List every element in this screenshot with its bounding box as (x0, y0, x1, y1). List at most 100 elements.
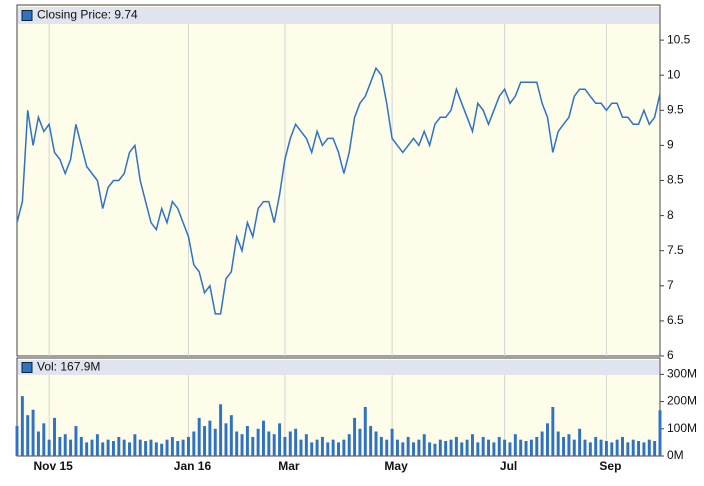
volume-bar (449, 439, 453, 456)
volume-bar (272, 434, 276, 456)
x-tick-label: Mar (278, 459, 300, 473)
volume-bar (610, 442, 614, 456)
volume-bar (326, 442, 330, 456)
y-tick-label: 6.5 (667, 313, 684, 327)
volume-bar (385, 439, 389, 456)
volume-bar (42, 423, 46, 456)
y-tick-label: 10.5 (667, 32, 691, 46)
volume-bar (315, 439, 319, 456)
y-tick-label: 300M (667, 367, 697, 381)
volume-bar (363, 407, 367, 456)
y-tick-label: 7.5 (667, 243, 684, 257)
volume-bar (294, 428, 298, 456)
x-tick-label: May (384, 459, 408, 473)
volume-legend-band (18, 360, 659, 375)
volume-bar (79, 436, 83, 456)
volume-bar (481, 436, 485, 456)
volume-bar (433, 443, 437, 456)
price-legend-band (18, 7, 659, 24)
volume-bar (546, 423, 549, 456)
volume-bar (653, 441, 657, 456)
volume-bar (583, 439, 587, 456)
volume-bar (487, 439, 491, 456)
volume-bar (401, 442, 405, 456)
y-tick-label: 200M (667, 394, 697, 408)
volume-bar (203, 426, 207, 456)
x-tick-label: Sep (599, 459, 621, 473)
volume-bar (390, 428, 394, 456)
volume-bar (562, 436, 566, 456)
legend-label: Vol: 167.9M (37, 360, 100, 374)
volume-bar (465, 439, 469, 456)
volume-bar (642, 442, 646, 456)
volume-bar (556, 431, 560, 456)
volume-bar (578, 428, 582, 456)
volume-bar (160, 443, 164, 456)
volume-bar (122, 439, 126, 456)
volume-bar (235, 431, 239, 456)
volume-bar (406, 436, 410, 456)
volume-bar (417, 439, 421, 456)
volume-bar (251, 436, 255, 456)
volume-bar (74, 426, 78, 456)
volume-bar (337, 442, 340, 456)
y-tick-label: 8.5 (667, 173, 684, 187)
volume-bar (111, 441, 115, 456)
volume-bar (106, 439, 110, 456)
legend-label: Closing Price: 9.74 (37, 8, 138, 22)
volume-bar (240, 434, 244, 456)
volume-bar (128, 442, 131, 456)
volume-bar (154, 442, 158, 456)
volume-bar (470, 434, 474, 456)
volume-bar (144, 441, 148, 456)
volume-bar (95, 434, 99, 456)
volume-bar (438, 439, 442, 456)
volume-bar (192, 431, 196, 456)
y-tick-label: 9.5 (667, 102, 684, 116)
volume-bar (256, 428, 260, 456)
volume-bar (358, 428, 362, 456)
volume-bar (63, 434, 67, 456)
volume-bar (524, 441, 528, 456)
legend-swatch (21, 362, 33, 373)
volume-bar (197, 417, 201, 456)
volume-bar (454, 436, 458, 456)
volume-bar (299, 439, 303, 456)
volume-bar (529, 439, 533, 456)
volume-bar (492, 442, 496, 456)
y-tick-label: 7 (667, 278, 674, 292)
volume-bar (58, 436, 62, 456)
volume-bar (47, 439, 51, 456)
volume-bar (588, 442, 592, 456)
volume-bar (631, 439, 635, 456)
volume-bar (176, 441, 180, 456)
volume-bar (535, 436, 539, 456)
volume-bar (138, 439, 142, 456)
volume-bar (229, 415, 233, 456)
volume-bar (647, 439, 651, 456)
volume-bar (224, 423, 228, 456)
x-tick-label: Jan 16 (174, 459, 212, 473)
price-panel (16, 4, 661, 357)
volume-bar (101, 442, 105, 456)
volume-bar (26, 415, 30, 456)
volume-bar (621, 436, 624, 456)
volume-bar (513, 434, 517, 456)
volume-bar (331, 439, 335, 456)
volume-bar (476, 442, 480, 456)
volume-bar (626, 442, 630, 456)
volume-bar (412, 442, 415, 456)
volume-bar (117, 436, 121, 456)
volume-bar (347, 434, 351, 456)
volume-bar (170, 436, 174, 456)
volume-bar (69, 439, 73, 456)
volume-bar (508, 442, 512, 456)
volume-bar (353, 417, 357, 456)
volume-bar (267, 431, 271, 456)
volume-bar (213, 428, 217, 456)
volume-bar (36, 431, 40, 456)
volume-bar (165, 439, 169, 456)
volume-bar (53, 417, 56, 456)
volume-bar (594, 436, 598, 456)
y-tick-label: 6 (667, 348, 674, 362)
